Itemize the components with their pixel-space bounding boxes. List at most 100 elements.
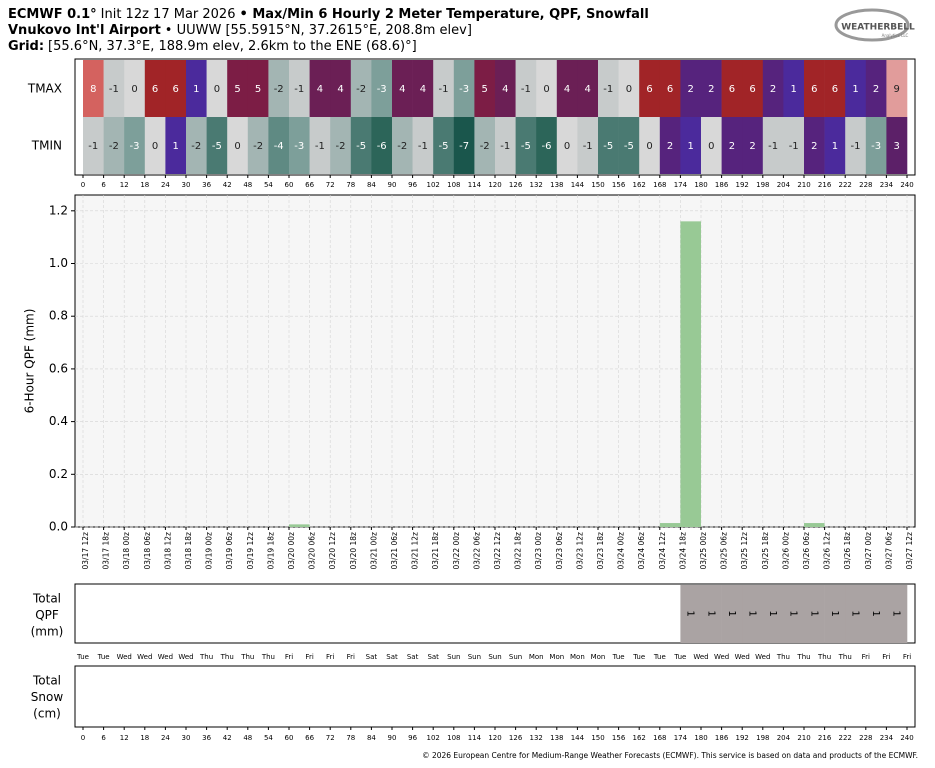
x-tick-label: 96 <box>408 734 417 742</box>
x-tick-label: 102 <box>427 734 440 742</box>
x-tick-label: 138 <box>550 181 563 189</box>
x-tick-label: 03/21 12z <box>411 532 420 570</box>
cell <box>495 60 516 117</box>
total-label: 1 <box>808 610 819 616</box>
bar <box>659 523 681 527</box>
x-tick-label: 03/19 12z <box>246 532 255 570</box>
x-tick-label: 228 <box>859 734 872 742</box>
x-tick-label: 03/22 12z <box>493 532 502 570</box>
cell <box>536 60 558 117</box>
x-tick-label: 03/25 18z <box>761 532 770 570</box>
cell <box>742 60 764 117</box>
cell-label: 2 <box>811 141 817 152</box>
x-tick-label: 03/22 06z <box>472 532 481 570</box>
x-tick-label: 03/18 18z <box>184 532 193 570</box>
cell-label: -5 <box>521 141 531 152</box>
day-label: Tue <box>97 653 110 661</box>
x-tick-label: 12 <box>120 734 129 742</box>
cell <box>83 117 104 174</box>
cell <box>804 60 825 117</box>
day-label: Thu <box>796 653 810 661</box>
cell <box>412 60 434 117</box>
cell-label: -5 <box>439 141 449 152</box>
panel-label: (cm) <box>33 707 61 721</box>
cell <box>804 117 825 174</box>
cell-label: -2 <box>397 141 407 152</box>
x-tick-label: 03/26 18z <box>843 532 852 570</box>
x-tick-label: 03/23 00z <box>534 532 543 570</box>
cell <box>680 60 702 117</box>
cell-label: 6 <box>667 84 673 95</box>
cell-label: -1 <box>294 84 304 95</box>
cell <box>227 60 249 117</box>
cell-label: 4 <box>317 84 323 95</box>
y-tick-label: 0.8 <box>49 309 68 323</box>
cell-label: -7 <box>459 141 469 152</box>
x-tick-label: 126 <box>509 181 523 189</box>
logo-swoosh <box>834 8 910 42</box>
total-label: 1 <box>850 610 861 616</box>
total-cell <box>886 585 908 643</box>
cell <box>453 117 475 174</box>
total-snow-frame <box>74 665 916 728</box>
total-cell <box>742 585 764 643</box>
x-tick-label: 24 <box>161 734 170 742</box>
cell-label: 4 <box>399 84 405 95</box>
cell-label: 2 <box>708 84 714 95</box>
day-label: Tue <box>653 653 666 661</box>
cell-label: -6 <box>377 141 387 152</box>
day-label: Sun <box>488 653 501 661</box>
x-tick-label: 240 <box>900 734 913 742</box>
x-tick-label: 120 <box>488 734 501 742</box>
cell <box>412 117 434 174</box>
row-label: TMIN <box>31 139 62 153</box>
cell <box>495 117 516 174</box>
x-tick-label: 108 <box>447 734 460 742</box>
cell-label: 6 <box>152 84 158 95</box>
cell <box>289 117 310 174</box>
grid-info: [55.6°N, 37.3°E, 188.9m elev, 2.6km to t… <box>48 39 417 54</box>
cell <box>762 117 784 174</box>
x-tick-label: 42 <box>223 734 232 742</box>
cell-label: -5 <box>624 141 634 152</box>
cell <box>701 60 722 117</box>
x-tick-label: 18 <box>140 734 149 742</box>
logo-text: WEATHERBELL <box>841 23 915 33</box>
cell-label: 2 <box>667 141 673 152</box>
total-cell <box>721 585 743 643</box>
x-tick-label: 03/27 06z <box>884 532 893 570</box>
cell <box>598 117 619 174</box>
cell-label: 9 <box>894 84 900 95</box>
x-tick-label: 03/22 00z <box>452 532 461 570</box>
cell <box>556 60 578 117</box>
cell <box>186 60 207 117</box>
day-label: Thu <box>240 653 254 661</box>
station-info: • UUWW [55.5915°N, 37.2615°E, 208.8m ele… <box>165 23 472 38</box>
x-tick-label: 24 <box>161 181 170 189</box>
cell-label: 1 <box>688 141 694 152</box>
day-label: Thu <box>776 653 790 661</box>
day-label: Sat <box>427 653 439 661</box>
day-label: Sat <box>407 653 419 661</box>
cell-label: 5 <box>482 84 488 95</box>
x-tick-label: 30 <box>182 181 191 189</box>
cell <box>309 117 331 174</box>
cell <box>865 60 887 117</box>
x-tick-label: 156 <box>612 181 626 189</box>
cell-label: 0 <box>646 141 652 152</box>
x-tick-label: 138 <box>550 734 563 742</box>
x-tick-label: 114 <box>468 734 482 742</box>
cell <box>598 60 619 117</box>
x-tick-label: 168 <box>653 734 666 742</box>
cell-label: 0 <box>234 141 240 152</box>
cell-label: -1 <box>521 84 531 95</box>
cell <box>330 60 352 117</box>
cell <box>701 117 722 174</box>
cell-label: 0 <box>214 84 220 95</box>
x-tick-label: 180 <box>694 181 707 189</box>
x-tick-label: 03/23 06z <box>555 532 564 570</box>
cell-label: -5 <box>356 141 366 152</box>
cell <box>289 60 310 117</box>
total-cell <box>824 585 846 643</box>
x-tick-label: 03/23 12z <box>575 532 584 570</box>
